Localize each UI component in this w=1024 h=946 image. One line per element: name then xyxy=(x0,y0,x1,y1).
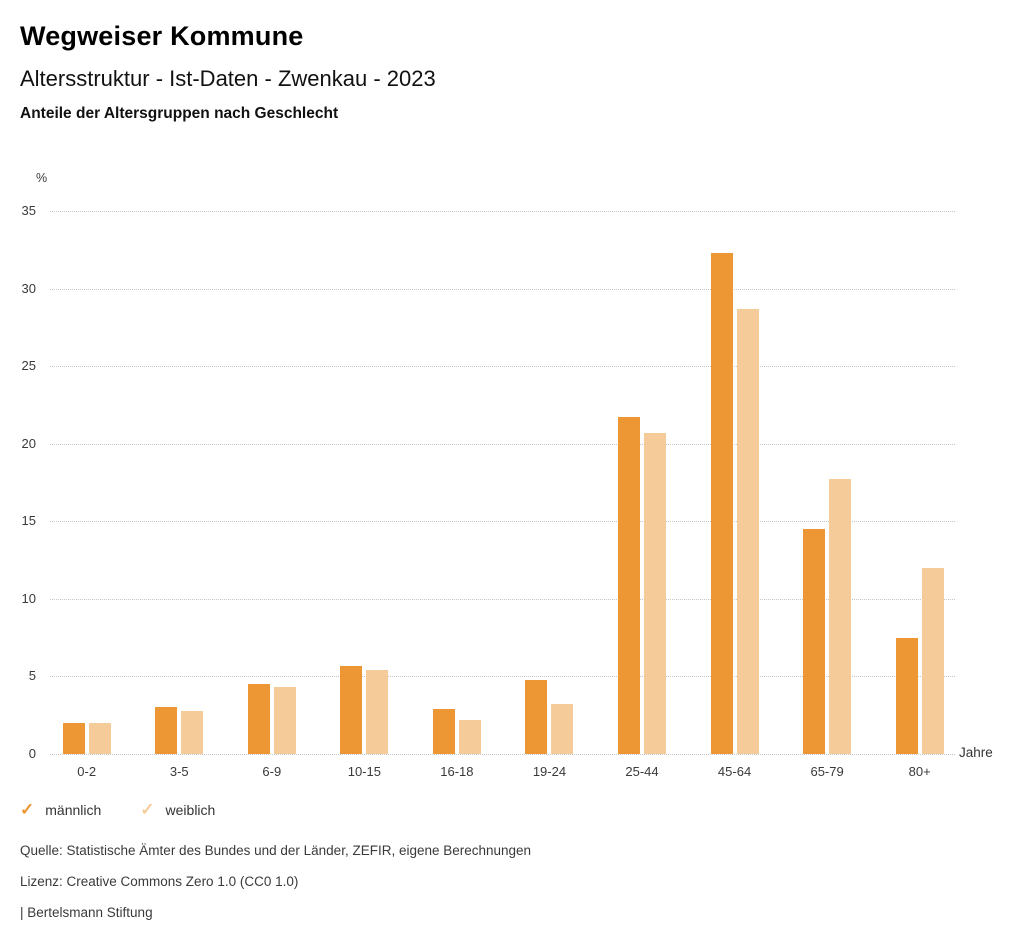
legend-label-maennlich: männlich xyxy=(45,801,102,818)
x-tick-label: 6-9 xyxy=(262,764,282,779)
check-icon: ✓ xyxy=(140,800,155,819)
page-title: Altersstruktur - Ist-Daten - Zwenkau - 2… xyxy=(20,66,436,91)
x-tick-label: 16-18 xyxy=(440,764,474,779)
x-tick-label: 0-2 xyxy=(77,764,97,779)
plot-area: 0 5 10 15 20 25 30 35 0-2 3-5 6-9 10-15 16-18 19-24 25… xyxy=(22,203,955,779)
bar-maennlich-1015[interactable] xyxy=(340,665,363,754)
x-tick-label: 3-5 xyxy=(169,764,189,779)
y-axis-unit-label: % xyxy=(36,171,48,185)
x-axis-unit-label: Jahre xyxy=(959,745,993,760)
attribution-note: | Bertelsmann Stiftung xyxy=(20,905,153,920)
gridline xyxy=(50,366,955,368)
gridline xyxy=(50,521,955,523)
check-icon: ✓ xyxy=(20,800,35,819)
x-tick-label: 65-79 xyxy=(810,764,844,779)
x-tick-label: 10-15 xyxy=(347,764,381,779)
bar-weiblich-1924[interactable] xyxy=(551,704,574,754)
y-tick-label: 10 xyxy=(21,590,36,606)
y-tick-label: 25 xyxy=(21,357,36,373)
x-tick-label: 80+ xyxy=(908,764,931,779)
gridline xyxy=(50,676,955,678)
bar-maennlich-35[interactable] xyxy=(155,707,178,754)
bar-weiblich-35[interactable] xyxy=(181,710,204,754)
x-tick-label: 19-24 xyxy=(532,764,567,779)
y-tick-label: 35 xyxy=(21,202,36,218)
y-tick-label: 5 xyxy=(28,668,36,684)
y-tick-label: 30 xyxy=(21,280,36,296)
source-note: Quelle: Statistische Ämter des Bundes un… xyxy=(20,843,532,858)
gridline xyxy=(50,754,955,755)
legend-label-weiblich: weiblich xyxy=(165,801,216,818)
bar-maennlich-02[interactable] xyxy=(62,722,85,754)
license-note: Lizenz: Creative Commons Zero 1.0 (CC0 1… xyxy=(20,874,299,889)
bar-weiblich-69[interactable] xyxy=(273,687,296,754)
bar-maennlich-4564[interactable] xyxy=(710,252,733,754)
bar-weiblich-1618[interactable] xyxy=(458,719,481,754)
y-tick-label: 15 xyxy=(21,513,36,529)
bar-maennlich-1618[interactable] xyxy=(432,709,455,754)
gridline xyxy=(50,288,955,290)
bar-maennlich-6579[interactable] xyxy=(803,529,826,754)
brand-title: Wegweiser Kommune xyxy=(20,21,304,51)
y-tick-label: 20 xyxy=(21,435,36,451)
bar-weiblich-02[interactable] xyxy=(88,722,111,754)
legend-item-maennlich[interactable]: ✓ männlich xyxy=(20,801,101,818)
y-tick-label: 0 xyxy=(28,745,36,761)
gridline xyxy=(50,211,955,212)
x-tick-label: 45-64 xyxy=(717,764,752,779)
legend: ✓ männlich ✓ weiblich xyxy=(20,801,215,818)
legend-item-weiblich[interactable]: ✓ weiblich xyxy=(140,801,215,818)
bar-weiblich-4564[interactable] xyxy=(736,308,759,754)
bar-weiblich-2544[interactable] xyxy=(644,432,666,754)
bar-maennlich-80[interactable] xyxy=(895,637,918,754)
gridline xyxy=(50,598,955,600)
x-tick-label: 25-44 xyxy=(625,764,659,779)
bar-weiblich-1015[interactable] xyxy=(366,670,389,754)
bar-maennlich-2544[interactable] xyxy=(618,417,640,754)
bar-weiblich-6579[interactable] xyxy=(829,479,852,754)
bar-maennlich-1924[interactable] xyxy=(525,679,548,754)
gridline xyxy=(50,443,955,445)
bar-maennlich-69[interactable] xyxy=(247,684,270,754)
chart-subtitle: Anteile der Altersgruppen nach Geschlech… xyxy=(20,105,339,122)
bar-weiblich-80[interactable] xyxy=(921,567,944,754)
